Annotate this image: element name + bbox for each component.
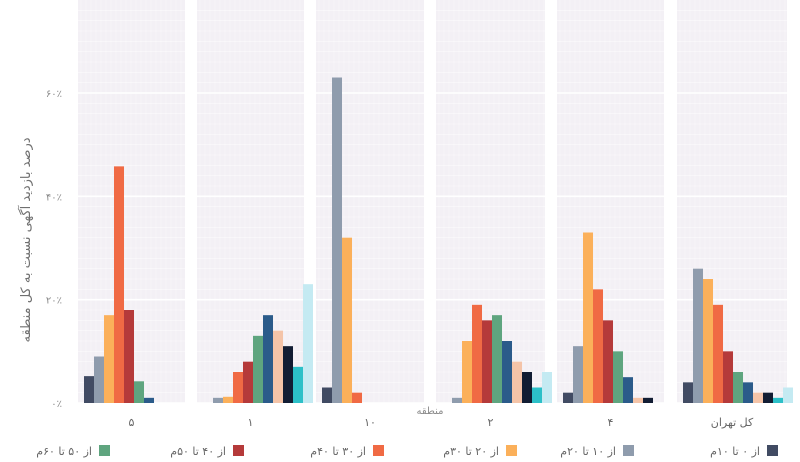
bar <box>253 335 263 403</box>
panel-background <box>197 0 304 403</box>
legend-swatch <box>233 445 244 456</box>
bar <box>743 382 753 403</box>
legend-label: از ۱۰ تا ۲۰م <box>560 445 616 458</box>
bar <box>462 341 472 403</box>
y-tick-label: ۰٪ <box>51 399 62 410</box>
x-category-label: ۴ <box>608 416 614 429</box>
legend-label: از ۳۰ تا ۴۰م <box>310 445 366 458</box>
bar <box>683 382 693 403</box>
bar <box>563 392 573 403</box>
bar <box>643 397 653 403</box>
legend-swatch <box>99 445 110 456</box>
bar <box>233 372 243 403</box>
bar <box>263 315 273 403</box>
bar <box>512 361 522 403</box>
bar <box>273 330 283 403</box>
y-tick-label: ۴۰٪ <box>46 192 62 203</box>
bar <box>573 346 583 403</box>
x-category-label: ۵ <box>129 416 135 429</box>
bar <box>144 397 154 403</box>
bar <box>332 77 342 403</box>
bar <box>593 289 603 403</box>
bar <box>542 372 552 403</box>
legend-swatch <box>767 445 778 456</box>
bar <box>623 377 633 403</box>
legend-swatch <box>506 445 517 456</box>
bar <box>472 304 482 403</box>
bar <box>213 397 223 403</box>
bar <box>603 320 613 403</box>
bar <box>633 397 643 403</box>
bar <box>753 392 763 403</box>
bar <box>293 366 303 403</box>
legend-label: از ۰ تا ۱۰م <box>710 445 760 458</box>
y-tick-label: ۶۰٪ <box>46 89 62 100</box>
bar <box>713 304 723 403</box>
x-category-label: ۱۰ <box>364 416 376 429</box>
bar <box>693 268 703 403</box>
bar <box>522 372 532 403</box>
legend-swatch <box>373 445 384 456</box>
bar <box>243 361 253 403</box>
bar <box>733 372 743 403</box>
bar <box>342 237 352 403</box>
x-category-label: ۲ <box>488 416 494 429</box>
legend-label: از ۵۰ تا ۶۰م <box>36 445 92 458</box>
x-category-label: ۱ <box>248 416 254 429</box>
bar <box>84 376 94 403</box>
bar <box>723 351 733 403</box>
bar <box>773 397 783 403</box>
bar <box>283 346 293 403</box>
x-axis-title: منطقه <box>417 406 444 417</box>
y-tick-label: ۲۰٪ <box>46 296 62 307</box>
bar <box>134 381 144 403</box>
legend-label: از ۴۰ تا ۵۰م <box>170 445 226 458</box>
legend-swatch <box>623 445 634 456</box>
bar <box>502 341 512 403</box>
bar <box>124 310 134 403</box>
bar <box>303 284 313 403</box>
bar <box>703 279 713 403</box>
bar <box>583 232 593 403</box>
bar <box>104 315 114 403</box>
bar <box>532 387 542 403</box>
bar <box>492 315 502 403</box>
bar <box>114 166 124 403</box>
bar <box>223 396 233 403</box>
bar <box>783 387 793 403</box>
bar <box>94 356 104 403</box>
legend-label: از ۲۰ تا ۳۰م <box>443 445 499 458</box>
bar <box>452 397 462 403</box>
bar <box>763 392 773 403</box>
y-axis-title: درصد بازدید آگهی نسبت به کل منطقه <box>17 137 34 342</box>
bar <box>352 392 362 403</box>
bar <box>322 387 332 403</box>
x-category-label: کل تهران <box>711 416 754 429</box>
bar <box>482 320 492 403</box>
bar <box>613 351 623 403</box>
